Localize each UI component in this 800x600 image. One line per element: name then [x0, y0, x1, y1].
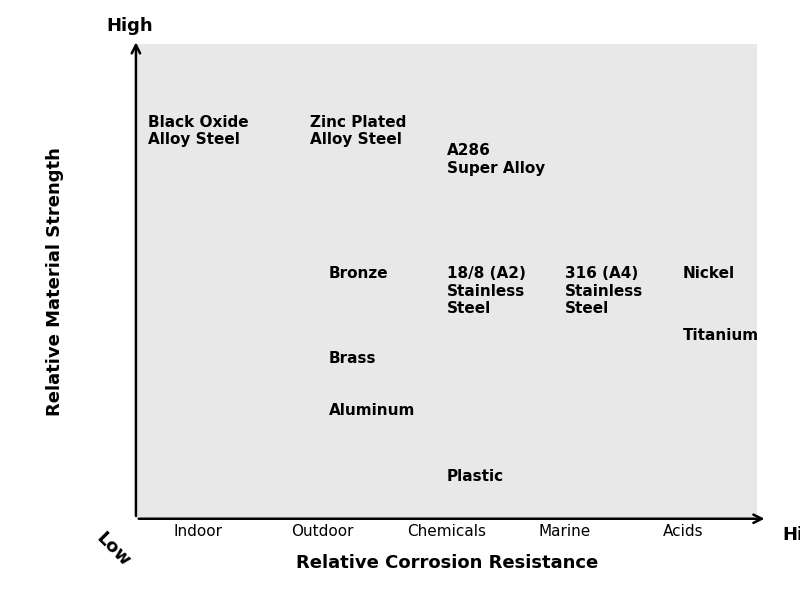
- Text: Relative Material Strength: Relative Material Strength: [46, 147, 64, 416]
- Text: Low: Low: [93, 529, 134, 571]
- Text: A286
Super Alloy: A286 Super Alloy: [446, 143, 545, 176]
- Text: Zinc Plated
Alloy Steel: Zinc Plated Alloy Steel: [310, 115, 406, 148]
- Text: Black Oxide
Alloy Steel: Black Oxide Alloy Steel: [148, 115, 249, 148]
- Text: High: High: [782, 526, 800, 544]
- Text: Nickel: Nickel: [682, 266, 735, 281]
- Text: Acids: Acids: [662, 524, 703, 539]
- Text: Brass: Brass: [329, 351, 376, 366]
- Text: 316 (A4)
Stainless
Steel: 316 (A4) Stainless Steel: [565, 266, 643, 316]
- Text: Outdoor: Outdoor: [291, 524, 354, 539]
- Text: Indoor: Indoor: [174, 524, 222, 539]
- Text: Marine: Marine: [538, 524, 591, 539]
- Text: Titanium: Titanium: [682, 328, 759, 343]
- Text: Relative Corrosion Resistance: Relative Corrosion Resistance: [295, 554, 598, 572]
- Bar: [136, 44, 758, 519]
- Text: Chemicals: Chemicals: [407, 524, 486, 539]
- Text: 18/8 (A2)
Stainless
Steel: 18/8 (A2) Stainless Steel: [446, 266, 526, 316]
- Text: Bronze: Bronze: [329, 266, 388, 281]
- Text: High: High: [106, 17, 153, 35]
- Text: Plastic: Plastic: [446, 469, 504, 484]
- Text: Aluminum: Aluminum: [329, 403, 415, 418]
